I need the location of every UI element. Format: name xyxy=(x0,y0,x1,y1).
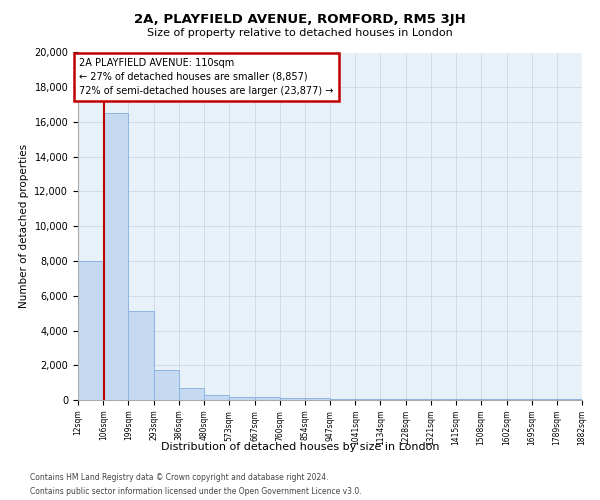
Text: 2A, PLAYFIELD AVENUE, ROMFORD, RM5 3JH: 2A, PLAYFIELD AVENUE, ROMFORD, RM5 3JH xyxy=(134,12,466,26)
Bar xyxy=(406,399,431,400)
Y-axis label: Number of detached properties: Number of detached properties xyxy=(19,144,29,308)
Text: Contains public sector information licensed under the Open Government Licence v3: Contains public sector information licen… xyxy=(30,488,362,496)
Bar xyxy=(355,399,380,400)
Text: 2A PLAYFIELD AVENUE: 110sqm
← 27% of detached houses are smaller (8,857)
72% of : 2A PLAYFIELD AVENUE: 110sqm ← 27% of det… xyxy=(79,58,334,96)
Text: Contains HM Land Registry data © Crown copyright and database right 2024.: Contains HM Land Registry data © Crown c… xyxy=(30,472,329,482)
Bar xyxy=(154,370,179,400)
Bar xyxy=(103,114,128,400)
Bar xyxy=(280,398,305,400)
Bar xyxy=(305,398,330,400)
Text: Distribution of detached houses by size in London: Distribution of detached houses by size … xyxy=(161,442,439,452)
Bar xyxy=(254,397,280,400)
Bar xyxy=(204,395,229,400)
Text: Size of property relative to detached houses in London: Size of property relative to detached ho… xyxy=(147,28,453,38)
Bar xyxy=(229,396,254,400)
Bar xyxy=(380,399,406,400)
Bar xyxy=(128,312,154,400)
Bar xyxy=(330,398,355,400)
Bar xyxy=(78,261,103,400)
Bar xyxy=(431,399,456,400)
Bar xyxy=(179,388,204,400)
Bar xyxy=(456,399,481,400)
